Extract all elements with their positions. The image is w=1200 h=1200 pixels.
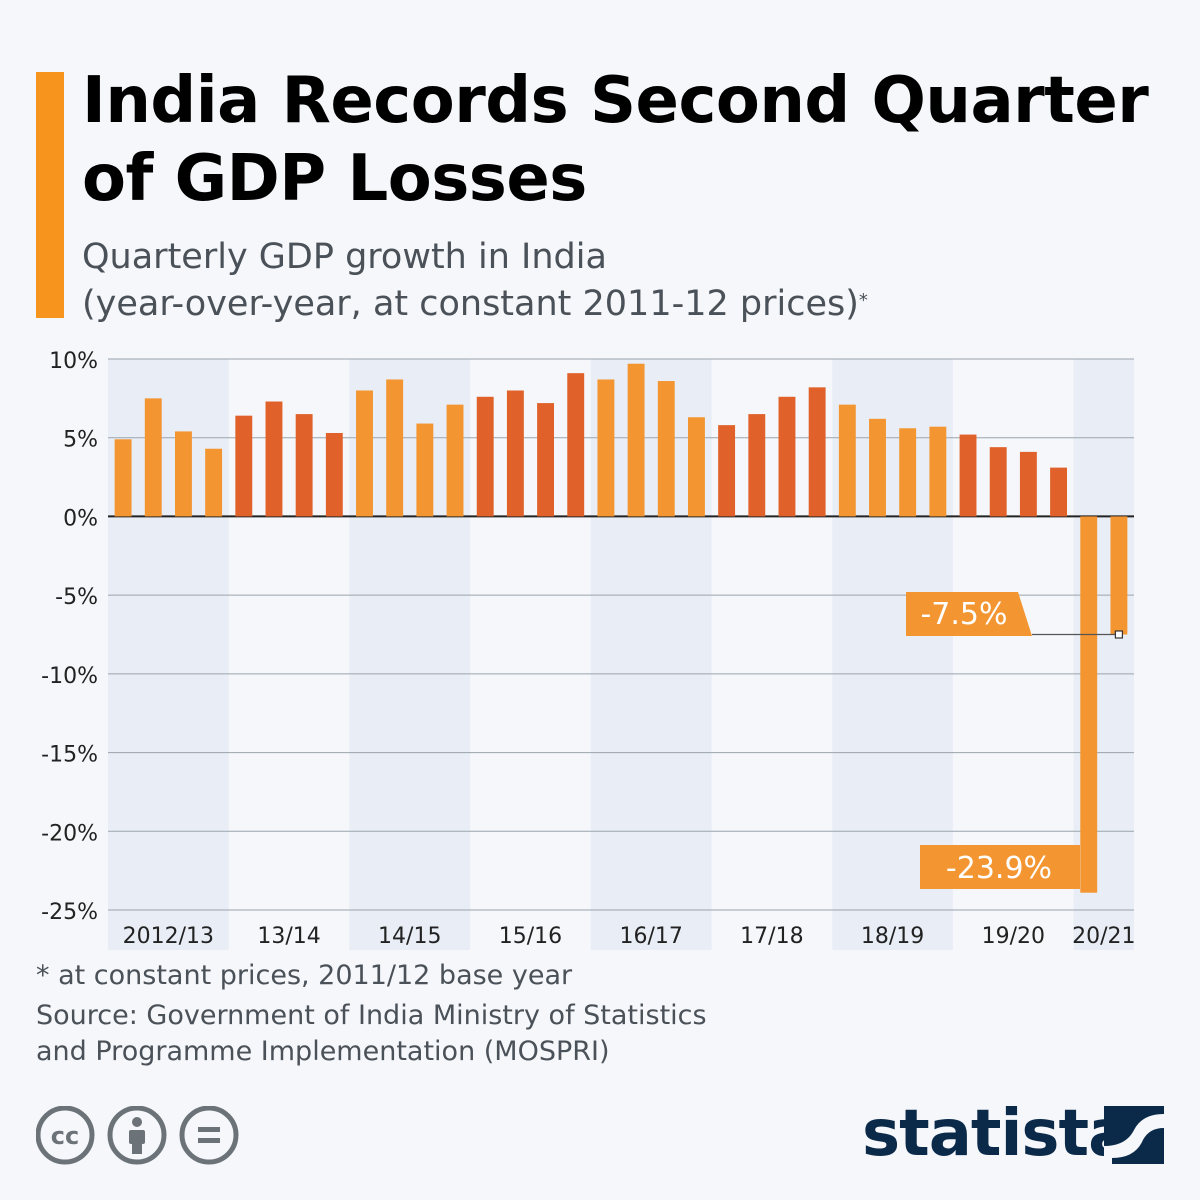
bar <box>537 403 555 517</box>
x-tick-label: 19/20 <box>982 924 1045 949</box>
x-tick-label: 15/16 <box>499 924 562 949</box>
annotation-label: -7.5% <box>920 597 1007 632</box>
statista-logo-text: statista <box>862 1097 1131 1171</box>
statista-logo-mark <box>1104 1106 1164 1164</box>
license-icons-svg: cc <box>35 1105 239 1165</box>
bar <box>929 426 947 517</box>
bar <box>567 373 585 517</box>
x-tick-label: 17/18 <box>740 924 803 949</box>
x-tick-label: 16/17 <box>619 924 682 949</box>
bar <box>265 401 283 517</box>
y-tick-label: 10% <box>49 349 98 374</box>
annotation-box <box>906 592 1032 636</box>
source-line-1: Source: Government of India Ministry of … <box>36 1000 707 1031</box>
y-tick-label: 0% <box>63 506 98 531</box>
y-tick-label: 5% <box>63 428 98 453</box>
bar <box>1080 516 1098 893</box>
bar <box>1110 516 1128 635</box>
bar <box>718 425 736 517</box>
bar <box>205 448 223 517</box>
bar <box>144 398 162 517</box>
bar <box>386 379 404 517</box>
bar <box>114 439 132 517</box>
cc-icon: cc <box>35 1105 95 1165</box>
bar <box>899 428 917 517</box>
license-icons: cc <box>35 1105 246 1170</box>
source-note: Source: Government of India Ministry of … <box>36 998 796 1070</box>
subtitle-line-1: Quarterly GDP growth in India <box>82 237 607 277</box>
footnote: * at constant prices, 2011/12 base year <box>36 960 573 991</box>
y-tick-label: -20% <box>41 821 98 846</box>
y-tick-label: -5% <box>55 585 98 610</box>
subtitle-line-2: (year-over-year, at constant 2011-12 pri… <box>82 281 1162 328</box>
chart-title: India Records Second Quarter of GDP Loss… <box>82 64 1149 216</box>
bar <box>869 418 886 517</box>
bar <box>687 417 705 517</box>
y-tick-label: -10% <box>41 664 98 689</box>
bar <box>657 381 675 517</box>
accent-bar <box>36 72 64 318</box>
subtitle-line-2-text: (year-over-year, at constant 2011-12 pri… <box>82 284 859 324</box>
x-tick-label: 20/21 <box>1072 924 1135 949</box>
x-tick-label: 14/15 <box>378 924 441 949</box>
attribution-icon <box>107 1105 167 1165</box>
annotation-box <box>920 845 1080 889</box>
bar <box>446 404 464 517</box>
bar <box>838 404 856 517</box>
bar <box>778 396 796 517</box>
annotation-label: -23.9% <box>946 851 1052 886</box>
statista-logo-icon <box>1104 1106 1164 1168</box>
bar <box>174 431 192 517</box>
bar <box>235 415 253 517</box>
svg-text:cc: cc <box>51 1122 79 1150</box>
bar <box>476 396 494 517</box>
y-tick-label: -25% <box>41 900 98 925</box>
bar <box>295 414 313 517</box>
bar <box>959 434 977 517</box>
x-tick-label: 13/14 <box>257 924 320 949</box>
bar <box>1050 467 1068 517</box>
bar <box>989 447 1007 517</box>
no-derivatives-icon <box>179 1105 239 1165</box>
annotation-marker <box>1114 630 1124 639</box>
subtitle-footnote-marker: * <box>858 290 868 311</box>
bar <box>748 414 766 517</box>
y-tick-label: -15% <box>41 743 98 768</box>
bar <box>808 387 826 517</box>
chart-subtitle: Quarterly GDP growth in India (year-over… <box>82 234 1162 328</box>
source-line-2: and Programme Implementation (MOSPRI) <box>36 1036 610 1067</box>
x-tick-label: 18/19 <box>861 924 924 949</box>
x-tick-label: 2012/13 <box>123 924 214 949</box>
gdp-bar-chart: 10% 5% 0% -5% -10% -15% -20% -25% 2012/13 13/14 14… <box>41 349 1136 950</box>
bar <box>356 390 373 517</box>
bar <box>325 432 343 517</box>
bar <box>597 379 615 517</box>
bar <box>506 390 524 517</box>
bar <box>416 423 434 517</box>
bar <box>1019 451 1037 517</box>
bar <box>627 363 645 517</box>
